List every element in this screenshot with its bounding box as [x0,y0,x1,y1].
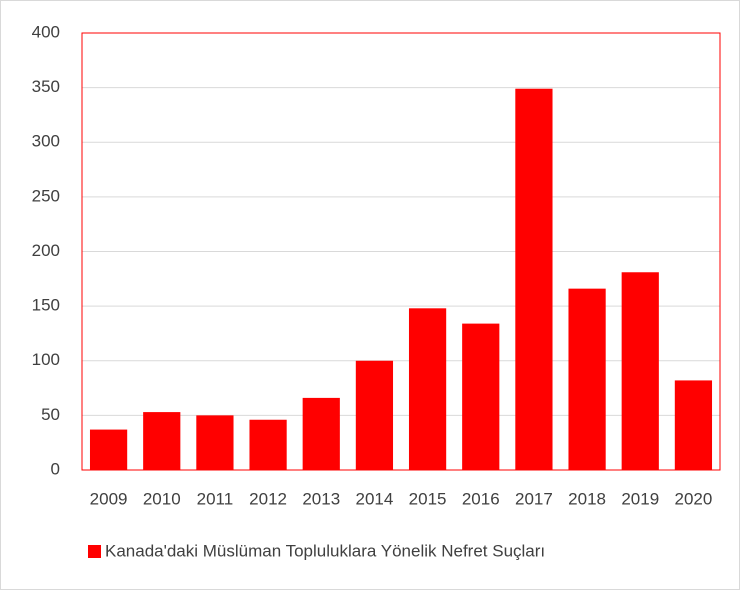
bar [355,360,394,470]
y-tick-label: 350 [32,77,60,96]
x-tick-label: 2012 [249,489,287,508]
bar [408,308,447,470]
bar [143,412,181,470]
y-tick-label: 200 [32,241,60,260]
y-tick-label: 250 [32,186,60,205]
x-tick-label: 2018 [568,489,606,508]
x-tick-label: 2020 [675,489,713,508]
x-tick-label: 2019 [621,489,659,508]
x-tick-label: 2013 [302,489,340,508]
legend-label: Kanada'daki Müslüman Topluluklara Yöneli… [105,541,545,560]
x-tick-label: 2010 [143,489,181,508]
y-tick-label: 0 [51,459,60,478]
bar [196,415,234,470]
bar [302,397,340,470]
bar [674,380,713,470]
x-tick-label: 2015 [409,489,447,508]
bar [89,429,128,470]
bar [462,323,500,470]
y-tick-label: 150 [32,296,60,315]
bar [568,288,606,470]
bar [621,272,659,470]
y-tick-label: 400 [32,22,60,41]
y-tick-label: 300 [32,132,60,151]
bar [249,419,287,470]
x-tick-label: 2017 [515,489,553,508]
x-tick-label: 2011 [197,489,234,508]
x-tick-label: 2016 [462,489,500,508]
y-tick-label: 50 [41,405,60,424]
bar [515,88,553,470]
x-tick-label: 2014 [356,489,394,508]
plot-border [81,32,721,471]
y-tick-label: 100 [32,350,60,369]
x-tick-label: 2009 [90,489,128,508]
legend-swatch [88,545,101,558]
